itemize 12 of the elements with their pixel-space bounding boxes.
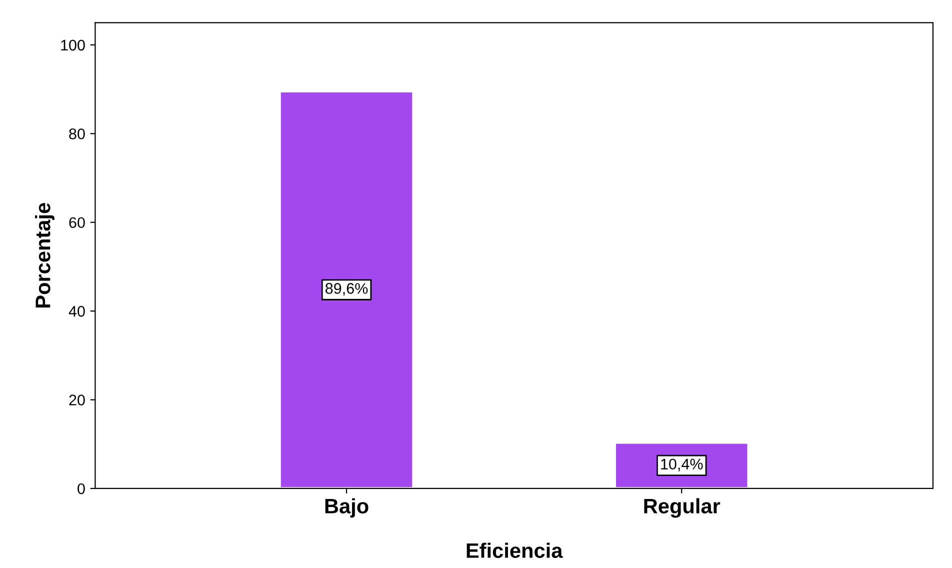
y-tick-label: 20 [69, 394, 85, 406]
data-label: 10,4% [661, 458, 703, 472]
y-tick-label: 100 [61, 40, 85, 51]
y-tick-label: 60 [69, 217, 85, 228]
y-tick-label: 80 [69, 128, 85, 140]
y-tick-label: 0 [78, 483, 85, 494]
y-axis-title: Porcentaje [35, 203, 54, 308]
x-tick-label: Regular [644, 498, 720, 518]
data-label: 89,6% [326, 283, 368, 296]
x-axis-title: Eficiencia [466, 542, 563, 558]
x-tick-label: Bajo [325, 498, 368, 518]
y-tick-label: 40 [68, 306, 85, 317]
